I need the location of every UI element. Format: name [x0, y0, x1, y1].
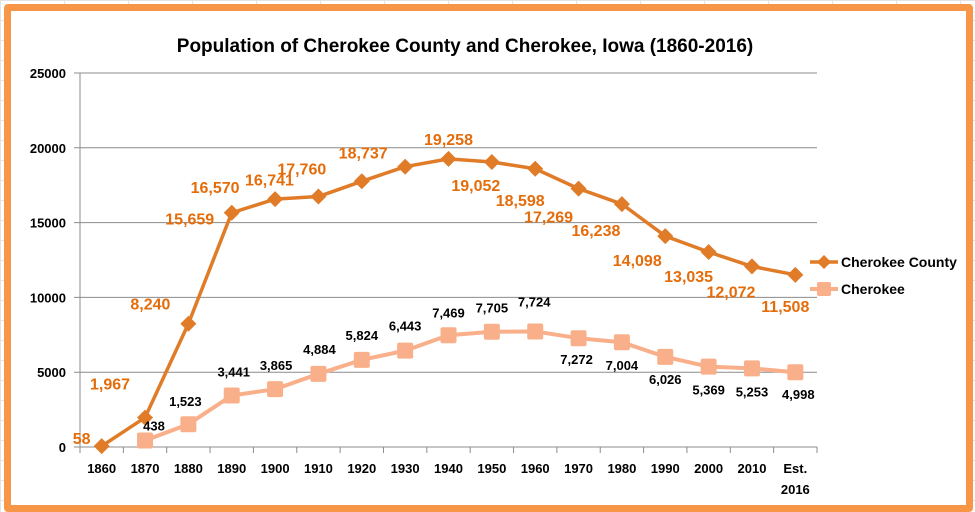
- data-point-square: [397, 342, 414, 359]
- data-point-square: [743, 360, 760, 377]
- data-label: 16,570: [191, 180, 240, 197]
- data-point-diamond: [137, 409, 154, 426]
- data-label: 19,258: [424, 132, 473, 149]
- data-point-diamond: [180, 315, 197, 332]
- x-tick-label: 1860: [87, 461, 116, 476]
- data-label: 13,035: [664, 269, 713, 286]
- data-point-diamond: [700, 243, 717, 260]
- data-label: 6,026: [649, 372, 682, 387]
- data-point-diamond: [353, 173, 370, 190]
- data-label: 58: [73, 431, 91, 448]
- y-tick-label: 25000: [30, 66, 66, 81]
- data-point-square: [180, 416, 197, 433]
- x-tick-label: 2016: [781, 482, 810, 497]
- y-tick-label: 15000: [30, 216, 66, 231]
- data-point-square: [310, 365, 327, 382]
- legend-label: Cherokee County: [841, 254, 957, 270]
- data-label: 16,741: [245, 173, 294, 190]
- data-point-diamond: [310, 188, 327, 205]
- data-label: 7,724: [518, 294, 551, 309]
- data-point-diamond: [223, 204, 240, 221]
- data-point-square: [353, 351, 370, 368]
- x-tick-label: 2000: [694, 461, 723, 476]
- data-label: 17,269: [524, 210, 573, 227]
- x-tick-label: 1950: [477, 461, 506, 476]
- data-point-square: [527, 323, 544, 340]
- data-label: 7,705: [476, 301, 509, 316]
- x-tick-label: 1870: [131, 461, 160, 476]
- data-label: 7,469: [432, 305, 465, 320]
- series-line-cherokee-county: [100, 157, 796, 448]
- data-point-diamond: [267, 191, 284, 208]
- data-label: 3,865: [260, 358, 293, 373]
- data-point-diamond: [787, 266, 804, 283]
- data-label: 3,441: [217, 365, 250, 380]
- data-label: 5,369: [692, 383, 725, 398]
- y-tick-label: 20000: [30, 141, 66, 156]
- x-tick-label: 1990: [651, 461, 680, 476]
- data-point-diamond: [483, 153, 500, 170]
- series-line-cherokee: [144, 329, 796, 443]
- data-point-square: [657, 348, 674, 365]
- x-tick-label: 1880: [174, 461, 203, 476]
- x-tick-label: 2010: [738, 461, 767, 476]
- data-point-diamond: [397, 158, 414, 175]
- data-label: 8,240: [130, 297, 170, 314]
- data-point-diamond: [440, 150, 457, 167]
- data-point-diamond: [743, 258, 760, 275]
- data-point-square: [267, 381, 284, 398]
- y-tick-label: 5000: [37, 365, 66, 380]
- legend-square-icon: [817, 282, 831, 296]
- data-label: 12,072: [707, 284, 756, 301]
- y-tick-label: 10000: [30, 290, 66, 305]
- x-tick-label: 1930: [391, 461, 420, 476]
- data-label: 7,004: [606, 358, 639, 373]
- data-label: 1,523: [169, 394, 202, 409]
- data-label: 1,967: [90, 377, 130, 394]
- chart-frame: [4, 4, 973, 512]
- data-label: 4,998: [782, 387, 815, 402]
- data-label: 18,737: [339, 146, 388, 163]
- data-label: 5,824: [346, 328, 379, 343]
- x-tick-label: 1900: [261, 461, 290, 476]
- x-tick-label: 1980: [607, 461, 636, 476]
- data-label: 6,443: [389, 319, 422, 334]
- data-label: 15,659: [165, 212, 214, 229]
- data-point-square: [223, 387, 240, 404]
- x-tick-label: 1920: [347, 461, 376, 476]
- x-tick-label: 1960: [521, 461, 550, 476]
- data-point-square: [137, 432, 154, 449]
- x-tick-label: 1970: [564, 461, 593, 476]
- data-point-square: [483, 323, 500, 340]
- data-label: 11,508: [761, 299, 809, 316]
- chart-title: Population of Cherokee County and Cherok…: [177, 36, 753, 57]
- data-label: 17,760: [277, 161, 326, 178]
- data-label: 19,052: [451, 178, 500, 195]
- data-point-diamond: [527, 160, 544, 177]
- data-point-square: [570, 330, 587, 347]
- data-point-diamond: [613, 196, 630, 213]
- data-label: 14,098: [613, 253, 662, 270]
- x-tick-label: Est.: [783, 461, 807, 476]
- data-label: 5,253: [736, 384, 769, 399]
- data-point-square: [700, 358, 717, 375]
- x-tick-label: 1940: [434, 461, 463, 476]
- data-label: 438: [143, 418, 165, 433]
- data-label: 18,598: [496, 193, 545, 210]
- x-tick-label: 1910: [304, 461, 333, 476]
- data-point-square: [613, 334, 630, 351]
- data-label: 7,272: [560, 352, 593, 367]
- x-tick-label: 1890: [217, 461, 246, 476]
- data-point-diamond: [570, 180, 587, 197]
- data-point-square: [440, 327, 457, 344]
- data-label: 4,884: [303, 342, 336, 357]
- data-point-square: [787, 364, 804, 381]
- y-tick-label: 0: [59, 440, 66, 455]
- data-point-diamond: [657, 228, 674, 245]
- legend-label: Cherokee: [841, 281, 905, 297]
- legend-diamond-icon: [817, 255, 831, 269]
- data-point-diamond: [93, 438, 110, 455]
- data-label: 16,238: [571, 223, 620, 240]
